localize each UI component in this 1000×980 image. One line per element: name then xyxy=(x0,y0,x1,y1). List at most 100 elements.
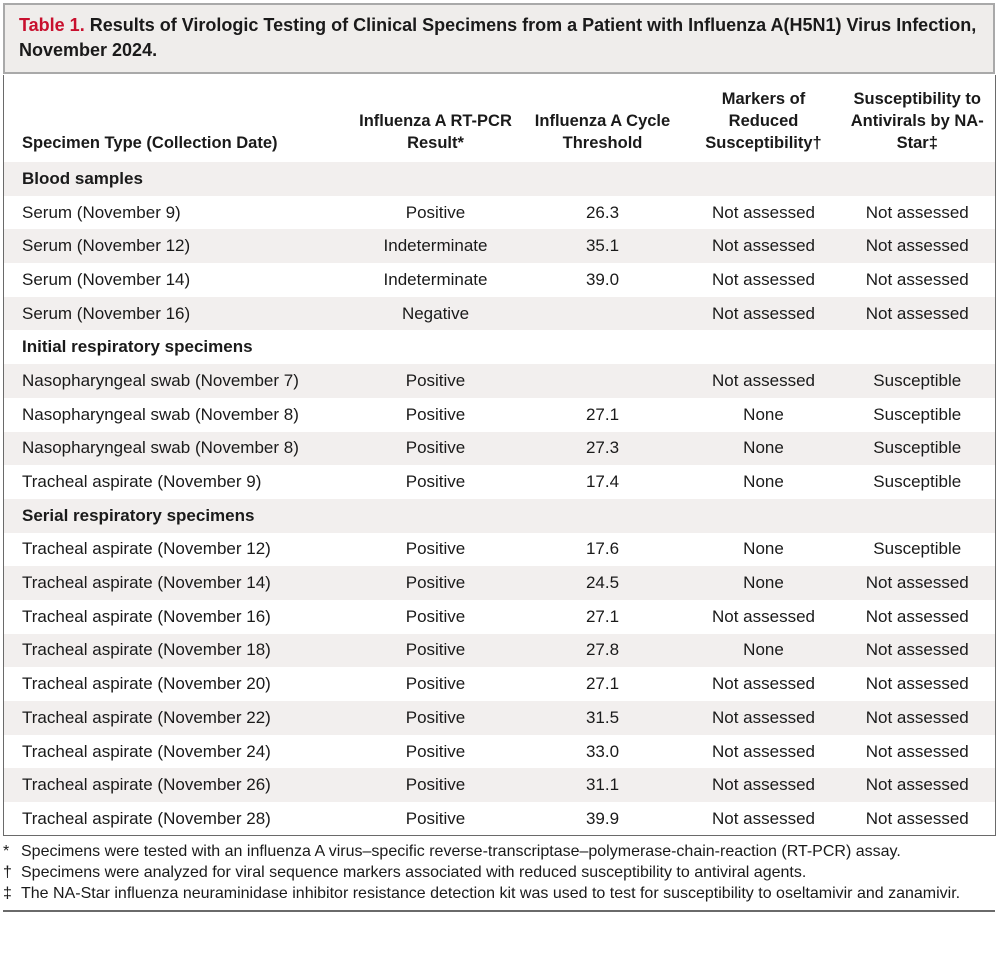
cell-specimen: Tracheal aspirate (November 24) xyxy=(22,741,271,761)
cell-cycle-threshold: 27.1 xyxy=(585,606,620,626)
table-row: Nasopharyngeal swab (November 8) Positive… xyxy=(4,398,996,432)
cell-markers: Not assessed xyxy=(712,741,815,761)
cell-rtpcr-result: Positive xyxy=(405,539,466,559)
cell-specimen: Tracheal aspirate (November 14) xyxy=(3,566,354,600)
table-row: Tracheal aspirate (November 24) Positive 3… xyxy=(4,735,996,769)
cell-specimen: Tracheal aspirate (November 22) xyxy=(3,701,354,735)
cell-specimen: Serum (November 16) xyxy=(3,296,354,331)
cell-susceptibility: Not assessed xyxy=(839,633,996,668)
table-row: Nasopharyngeal swab (November 7) Positive… xyxy=(3,364,996,398)
cell-specimen: Serum (November 12) xyxy=(3,229,354,264)
cell-rtpcr-result: Positive xyxy=(405,808,466,828)
cell-susceptibility: Not assessed xyxy=(865,606,969,626)
cell-specimen: Tracheal aspirate (November 26) xyxy=(3,768,354,803)
table-figure: Table 1. Results of Virologic Testing of… xyxy=(3,3,996,913)
cell-susceptibility: Not assessed xyxy=(839,701,996,735)
cell-markers: Not assessed xyxy=(712,674,815,694)
col-header-markers: Markers of Reduced Susceptibility† xyxy=(705,90,822,152)
cell-markers: Not assessed xyxy=(687,768,840,803)
cell-susceptibility: Not assessed xyxy=(865,674,969,694)
cell-markers: Not assessed xyxy=(687,701,840,735)
cell-specimen: Nasopharyngeal swab (November 8) xyxy=(3,431,354,466)
cell-susceptibility: Not assessed xyxy=(865,269,969,289)
cell-markers: Not assessed xyxy=(712,269,815,289)
cell-specimen: Serum (November 9) xyxy=(22,202,181,222)
cell-cycle-threshold xyxy=(517,296,688,331)
table-row: Tracheal aspirate (November 12) Positive 1… xyxy=(4,533,996,567)
footnote: † Specimens were analyzed for viral seque… xyxy=(3,862,995,883)
bottom-rule xyxy=(3,910,995,913)
cell-specimen: Tracheal aspirate (November 16) xyxy=(22,606,271,626)
footnote: ‡ The NA-Star influenza neuraminidase inh… xyxy=(3,883,995,904)
footnote-text: Specimens were tested with an influenza … xyxy=(21,843,901,861)
cell-rtpcr-result: Positive xyxy=(353,768,518,803)
cell-cycle-threshold: 35.1 xyxy=(517,229,688,264)
cell-specimen: Nasopharyngeal swab (November 8) xyxy=(22,404,299,424)
cell-cycle-threshold: 31.1 xyxy=(517,768,688,803)
cell-markers: Not assessed xyxy=(687,296,840,331)
cell-markers: None xyxy=(687,566,840,600)
table-row: Tracheal aspirate (November 20) Positive 2… xyxy=(4,667,996,701)
cell-cycle-threshold: 27.1 xyxy=(585,404,620,424)
cell-specimen: Nasopharyngeal swab (November 7) xyxy=(3,364,354,398)
footnote-text: Specimens were analyzed for viral sequen… xyxy=(21,864,807,882)
cell-rtpcr-result: Positive xyxy=(353,364,518,398)
cell-cycle-threshold: 27.1 xyxy=(585,674,620,694)
table-row: Tracheal aspirate (November 18) Positive 2… xyxy=(3,633,996,668)
footnote-symbol: † xyxy=(3,864,12,882)
cell-markers: Not assessed xyxy=(687,229,840,264)
group-label: Blood samples xyxy=(3,162,996,196)
cell-cycle-threshold: 24.5 xyxy=(517,566,688,600)
table-row: Nasopharyngeal swab (November 8) Positive… xyxy=(3,431,996,466)
cell-specimen: Tracheal aspirate (November 12) xyxy=(22,539,271,559)
table-row: Serum (November 12) Indeterminate 35.1 Not … xyxy=(3,229,996,264)
header-row: Specimen Type (Collection Date) Influenz… xyxy=(4,75,996,162)
cell-specimen: Tracheal aspirate (November 20) xyxy=(22,674,271,694)
cell-rtpcr-result: Positive xyxy=(405,674,466,694)
cell-rtpcr-result: Positive xyxy=(405,472,466,492)
table-title: Table 1. Results of Virologic Testing of… xyxy=(3,3,995,74)
group-row: Serial respiratory specimens xyxy=(3,498,996,533)
table-row: Tracheal aspirate (November 16) Positive 2… xyxy=(4,600,996,634)
cell-rtpcr-result: Positive xyxy=(353,566,518,600)
cell-markers: Not assessed xyxy=(712,202,815,222)
col-header-specimen: Specimen Type (Collection Date) xyxy=(22,134,278,152)
cell-markers: None xyxy=(687,633,840,668)
group-label: Initial respiratory specimens xyxy=(22,337,253,357)
cell-susceptibility: Susceptible xyxy=(873,472,962,492)
group-label: Serial respiratory specimens xyxy=(3,498,996,533)
cell-cycle-threshold xyxy=(517,364,688,398)
cell-cycle-threshold: 17.6 xyxy=(585,539,620,559)
cell-markers: None xyxy=(743,404,784,424)
table-row: Tracheal aspirate (November 22) Positive 3… xyxy=(3,701,996,735)
cell-susceptibility: Not assessed xyxy=(839,768,996,803)
cell-susceptibility: Susceptible xyxy=(839,364,996,398)
group-row: Initial respiratory specimens xyxy=(4,330,996,364)
cell-susceptibility: Susceptible xyxy=(873,404,962,424)
cell-cycle-threshold: 26.3 xyxy=(585,202,620,222)
cell-cycle-threshold: 39.9 xyxy=(585,808,620,828)
cell-rtpcr-result: Positive xyxy=(353,431,518,466)
cell-markers: Not assessed xyxy=(687,364,840,398)
table-row: Tracheal aspirate (November 14) Positive 2… xyxy=(3,566,996,600)
table-row: Serum (November 9) Positive 26.3 Not assess… xyxy=(4,196,996,230)
cell-rtpcr-result: Positive xyxy=(405,202,466,222)
cell-susceptibility: Not assessed xyxy=(839,229,996,264)
cell-specimen: Tracheal aspirate (November 9) xyxy=(22,472,262,492)
cell-rtpcr-result: Negative xyxy=(353,296,518,331)
footnotes: * Specimens were tested with an influenza… xyxy=(3,841,995,904)
cell-cycle-threshold: 27.3 xyxy=(517,431,688,466)
cell-susceptibility: Not assessed xyxy=(865,202,969,222)
cell-rtpcr-result: Positive xyxy=(353,633,518,668)
table-number: Table 1. xyxy=(19,15,85,35)
cell-specimen: Tracheal aspirate (November 18) xyxy=(3,633,354,668)
cell-susceptibility: Not assessed xyxy=(839,566,996,600)
col-header-rtpcr: Influenza A RT-PCR Result* xyxy=(359,112,512,152)
footnote-symbol: ‡ xyxy=(3,885,12,903)
cell-cycle-threshold: 33.0 xyxy=(585,741,620,761)
cell-susceptibility: Susceptible xyxy=(873,539,962,559)
cell-rtpcr-result: Indeterminate xyxy=(383,269,488,289)
table-row: Serum (November 16) Negative Not assessed N… xyxy=(3,296,996,331)
cell-susceptibility: Not assessed xyxy=(865,741,969,761)
cell-cycle-threshold: 27.8 xyxy=(517,633,688,668)
